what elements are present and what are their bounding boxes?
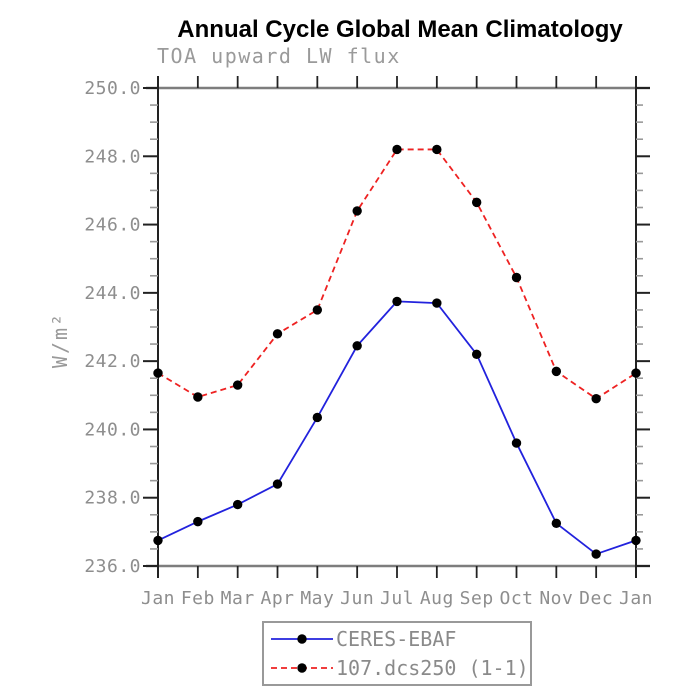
- series-marker-ceres-ebaf: [312, 412, 323, 423]
- x-tick-label: Sep: [460, 588, 494, 609]
- y-tick-label: 242.0: [84, 351, 141, 372]
- series-marker-107-dcs250-1-1: [193, 392, 203, 402]
- y-tick-label: 240.0: [84, 419, 141, 440]
- series-marker-ceres-ebaf: [551, 518, 562, 529]
- series-marker-107-dcs250-1-1: [153, 368, 163, 378]
- legend-label: 107.dcs250 (1-1): [336, 656, 529, 681]
- y-tick-label: 244.0: [84, 283, 141, 304]
- series-marker-ceres-ebaf: [352, 341, 362, 351]
- series-marker-107-dcs250-1-1: [471, 197, 482, 208]
- y-tick-label: 248.0: [84, 146, 141, 167]
- x-tick-label: Dec: [579, 588, 613, 609]
- series-marker-ceres-ebaf: [272, 479, 283, 489]
- series-marker-ceres-ebaf: [392, 296, 402, 307]
- series-marker-107-dcs250-1-1: [511, 272, 522, 283]
- legend-key-dashed-line-icon: [271, 663, 333, 673]
- legend-entry-107-dcs250: 107.dcs250 (1-1): [268, 654, 530, 683]
- chart-subtitle: TOA upward LW flux: [157, 44, 401, 68]
- x-tick-label: Aug: [420, 588, 454, 609]
- x-tick-label: Apr: [260, 588, 294, 609]
- y-tick-label: 236.0: [84, 556, 141, 577]
- x-tick-label: Mar: [221, 588, 255, 609]
- legend-key-solid-line-icon: [271, 634, 333, 644]
- y-tick-label: 250.0: [84, 78, 141, 99]
- y-tick-label: 246.0: [84, 215, 141, 236]
- chart-title: Annual Cycle Global Mean Climatology: [177, 16, 623, 43]
- series-marker-ceres-ebaf: [511, 438, 522, 448]
- series-marker-ceres-ebaf: [153, 535, 163, 546]
- series-marker-107-dcs250-1-1: [591, 394, 601, 404]
- series-marker-ceres-ebaf: [591, 549, 601, 559]
- series-marker-107-dcs250-1-1: [232, 380, 243, 390]
- series-marker-107-dcs250-1-1: [432, 144, 442, 155]
- series-marker-107-dcs250-1-1: [392, 144, 402, 155]
- series-marker-107-dcs250-1-1: [272, 329, 283, 339]
- series-marker-ceres-ebaf: [232, 499, 243, 510]
- x-tick-label: Oct: [499, 588, 533, 609]
- x-tick-label: Jan: [141, 588, 175, 609]
- x-tick-label: Nov: [539, 588, 573, 609]
- series-marker-ceres-ebaf: [471, 349, 482, 360]
- series-marker-107-dcs250-1-1: [312, 305, 323, 315]
- series-marker-ceres-ebaf: [432, 298, 442, 308]
- y-tick-label: 238.0: [84, 488, 141, 509]
- series-line-107-dcs250-1-1: [157, 148, 637, 400]
- x-tick-label: Jan: [619, 588, 653, 609]
- x-tick-label: Jun: [340, 588, 374, 609]
- x-tick-label: Feb: [181, 588, 215, 609]
- series-marker-107-dcs250-1-1: [631, 368, 641, 378]
- series-line-ceres-ebaf: [157, 300, 637, 556]
- series-marker-ceres-ebaf: [193, 516, 203, 527]
- legend: CERES-EBAF 107.dcs250 (1-1): [262, 621, 532, 686]
- x-tick-label: May: [300, 588, 334, 609]
- legend-label: CERES-EBAF: [336, 626, 457, 651]
- x-tick-label: Jul: [380, 588, 414, 609]
- legend-entry-ceres-ebaf: CERES-EBAF: [268, 624, 530, 653]
- series-marker-107-dcs250-1-1: [551, 366, 562, 377]
- series-marker-ceres-ebaf: [631, 535, 641, 546]
- series-marker-107-dcs250-1-1: [352, 206, 362, 216]
